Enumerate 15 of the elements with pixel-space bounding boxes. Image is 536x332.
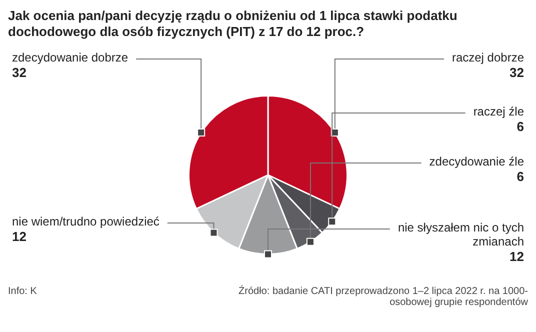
slice-label: raczej dobrze: [452, 50, 524, 64]
slice-label: nie wiem/trudno powiedzieć: [12, 214, 160, 228]
slice-label: zdecydowanie dobrze: [12, 50, 128, 64]
slice-label: nie słyszałem nic o tych zmianach: [398, 220, 524, 248]
slice-label: raczej źle: [473, 104, 524, 118]
data-label: 12: [12, 229, 26, 244]
text: Info: K: [8, 286, 37, 299]
chart-title: Jak ocenia pan/pani decyzję rządu o obniżeniu od 1 lipca stawki podatku dochodowego dla osób fizycznych (PIT) z 17 do 12 proc.?: [8, 8, 458, 40]
data-label: 32: [510, 65, 524, 80]
data-label: 32: [12, 65, 26, 80]
data-label: 6: [516, 169, 524, 184]
text: Źródło: badanie CATI przeprowadzono 1–2 lipca 2022 r. na 1000-osobowej grupie respondentów: [238, 286, 528, 308]
slice-label: zdecydowanie źle: [429, 154, 524, 168]
data-label: 6: [516, 119, 524, 134]
data-label: 12: [510, 249, 524, 264]
